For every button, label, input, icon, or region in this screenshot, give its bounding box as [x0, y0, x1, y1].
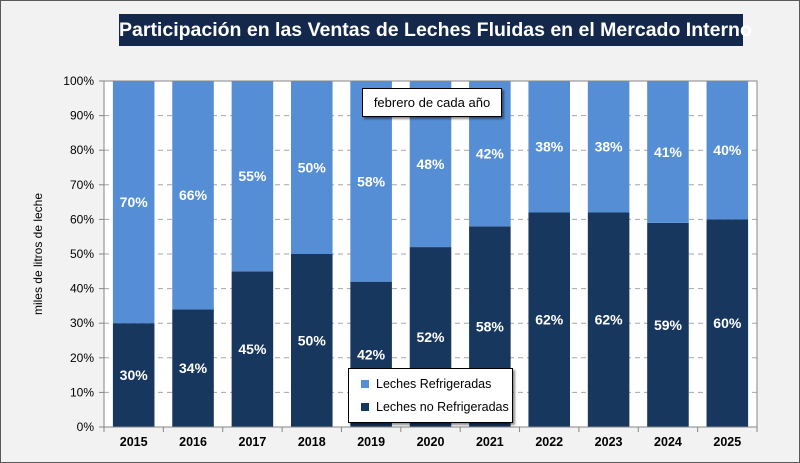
data-label: 55%: [238, 168, 267, 184]
bar-no-refrigeradas: [112, 323, 155, 427]
y-tick-label: 50%: [70, 247, 94, 261]
data-label: 34%: [179, 360, 208, 376]
x-tick-label: 2017: [239, 435, 267, 449]
bar-no-refrigeradas: [587, 212, 630, 427]
data-label: 52%: [416, 329, 445, 345]
data-label: 58%: [357, 173, 386, 189]
bar-refrigeradas: [587, 81, 630, 213]
data-label: 66%: [179, 187, 208, 203]
data-label: 50%: [298, 333, 327, 349]
legend-swatch-refrigeradas: [361, 379, 369, 388]
bar-no-refrigeradas: [706, 219, 749, 427]
y-tick-label: 40%: [70, 282, 94, 296]
y-tick-label: 30%: [70, 316, 94, 330]
bar-refrigeradas: [706, 81, 749, 220]
data-label: 70%: [120, 194, 149, 210]
bar-no-refrigeradas: [172, 309, 214, 427]
bar-refrigeradas: [231, 81, 274, 272]
y-tick-label: 100%: [63, 74, 94, 88]
data-label: 60%: [713, 315, 742, 331]
data-label: 62%: [535, 312, 564, 328]
y-tick-label: 60%: [70, 212, 94, 226]
y-tick-label: 10%: [70, 385, 94, 399]
y-tick-label: 90%: [70, 109, 94, 123]
data-label: 42%: [476, 146, 505, 162]
x-tick-label: 2018: [298, 435, 326, 449]
plot-border: [103, 80, 758, 428]
data-label: 50%: [298, 160, 327, 176]
y-tick-label: 20%: [70, 351, 94, 365]
x-tick-label: 2021: [476, 435, 504, 449]
x-tick-label: 2023: [595, 435, 623, 449]
x-tick-label: 2016: [179, 435, 207, 449]
y-tick-label: 80%: [70, 143, 94, 157]
data-label: 30%: [120, 367, 149, 383]
data-label: 41%: [654, 144, 683, 160]
data-label: 42%: [357, 346, 386, 362]
x-tick-label: 2025: [713, 435, 741, 449]
bar-refrigeradas: [172, 81, 214, 310]
x-tick-label: 2015: [120, 435, 148, 449]
chart-title: Participación en las Ventas de Leches Fl…: [119, 14, 752, 46]
bar-refrigeradas: [290, 81, 333, 254]
data-label: 40%: [713, 142, 742, 158]
bar-refrigeradas: [647, 81, 689, 223]
x-tick-label: 2019: [357, 435, 385, 449]
data-label: 48%: [416, 156, 445, 172]
bar-no-refrigeradas: [290, 254, 333, 427]
data-label: 58%: [476, 319, 505, 335]
y-tick-label: 70%: [70, 178, 94, 192]
bar-refrigeradas: [528, 81, 571, 213]
legend-item-no-refrigeradas: Leches no Refrigeradas: [361, 399, 509, 415]
y-tick-label: 0%: [77, 420, 95, 434]
bar-no-refrigeradas: [231, 271, 274, 427]
legend-swatch-no-refrigeradas: [361, 402, 369, 411]
legend-item-refrigeradas: Leches Refrigeradas: [361, 376, 491, 392]
legend-label-no-refrigeradas: Leches no Refrigeradas: [376, 400, 509, 414]
x-tick-label: 2020: [417, 435, 445, 449]
legend-label-refrigeradas: Leches Refrigeradas: [376, 377, 492, 391]
data-label: 45%: [238, 341, 267, 357]
x-tick-label: 2022: [535, 435, 563, 449]
legend: Leches Refrigeradas Leches no Refrigerad…: [348, 368, 513, 423]
data-label: 38%: [535, 139, 564, 155]
bar-no-refrigeradas: [528, 212, 571, 427]
data-label: 59%: [654, 317, 683, 333]
data-label: 38%: [595, 139, 624, 155]
annotation-box: febrero de cada año: [362, 88, 502, 117]
data-label: 62%: [595, 312, 624, 328]
x-tick-label: 2024: [654, 435, 682, 449]
bar-refrigeradas: [112, 81, 155, 324]
bar-no-refrigeradas: [647, 222, 689, 427]
